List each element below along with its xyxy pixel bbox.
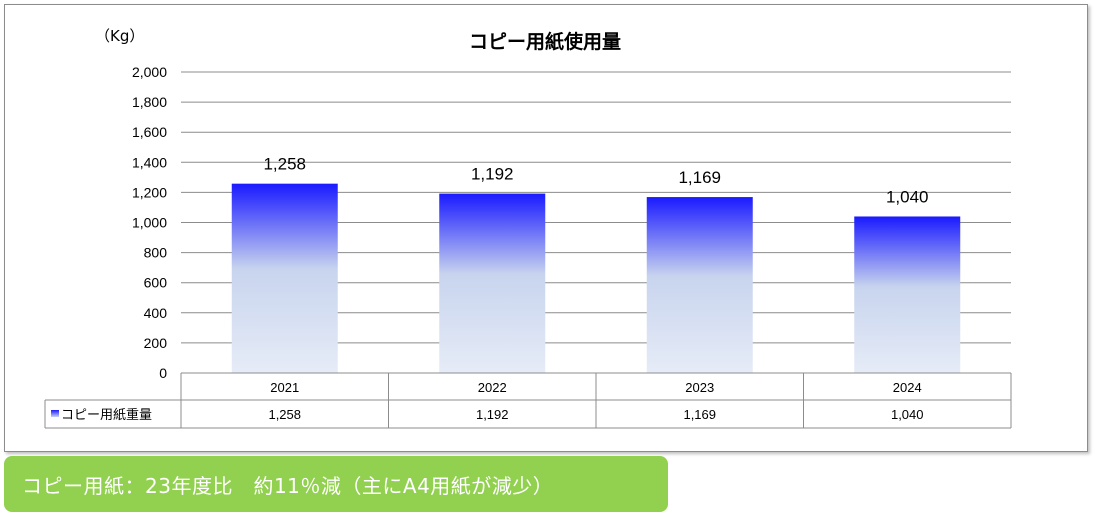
y-tick-label: 1,200 <box>132 184 167 200</box>
x-tick-label: 2024 <box>893 380 922 395</box>
y-tick-label: 0 <box>159 365 167 381</box>
y-tick-label: 1,000 <box>132 215 167 231</box>
data-label: 1,040 <box>886 187 929 206</box>
chart-title: コピー用紙使用量 <box>469 30 621 53</box>
data-label: 1,258 <box>263 155 306 174</box>
bar <box>646 197 753 373</box>
y-tick-label: 800 <box>144 245 168 261</box>
y-tick-label: 600 <box>144 275 168 291</box>
y-tick-label: 1,600 <box>132 124 167 140</box>
data-table: 2021 1,258 2022 1,192 2023 1,169 2024 1,040 コピー用… <box>44 372 1012 429</box>
y-tick-label: 400 <box>144 305 168 321</box>
bar <box>854 216 961 373</box>
table-value: 1,169 <box>683 407 716 422</box>
data-label: 1,169 <box>678 168 721 187</box>
data-labels: 1,258 1,192 1,169 1,040 <box>263 155 928 207</box>
unit-label: （Kg） <box>95 27 144 45</box>
note-banner: コピー用紙：23年度比 約11％減（主にA4用紙が減少） <box>4 456 668 512</box>
bar <box>231 183 338 373</box>
data-label: 1,192 <box>471 165 514 184</box>
note-text: コピー用紙：23年度比 約11％減（主にA4用紙が減少） <box>22 473 554 498</box>
bar <box>439 193 546 373</box>
x-tick-label: 2022 <box>478 380 507 395</box>
y-tick-label: 2,000 <box>132 64 167 80</box>
table-value: 1,040 <box>891 407 924 422</box>
y-tick-label: 1,800 <box>132 94 167 110</box>
legend-swatch <box>51 410 59 417</box>
bars <box>231 183 961 373</box>
y-tick-label: 200 <box>144 335 168 351</box>
table-value: 1,192 <box>476 407 509 422</box>
y-tick-label: 1,400 <box>132 154 167 170</box>
y-axis-ticks: 0 200 400 600 800 1,000 1,200 1,400 1,600 1,800 2,… <box>132 64 167 381</box>
legend-label: コピー用紙重量 <box>61 407 152 423</box>
x-tick-label: 2021 <box>270 380 299 395</box>
x-tick-label: 2023 <box>685 380 714 395</box>
table-value: 1,258 <box>268 407 301 422</box>
